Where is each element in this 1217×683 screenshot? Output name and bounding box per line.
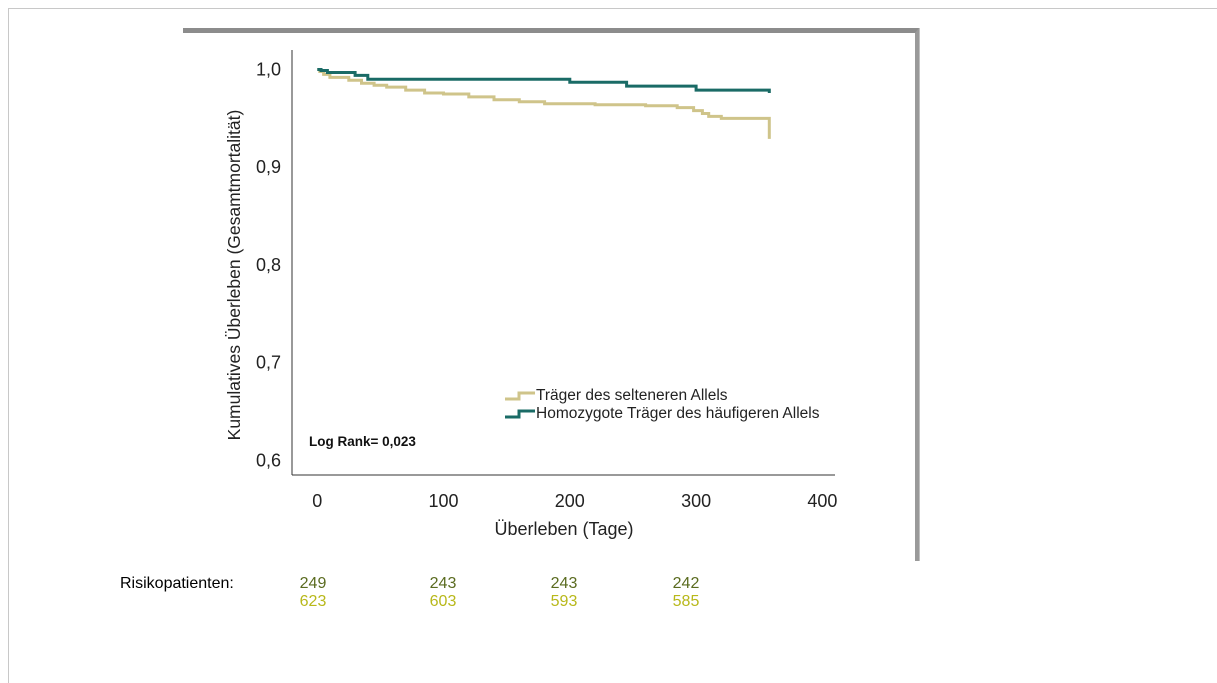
x-tick-label: 100 (429, 491, 459, 511)
y-tick-label: 0,9 (256, 157, 281, 177)
survival-chart: 0 100 200 300 400 0,6 0,7 0,8 0,9 1,0 Träger des … (224, 50, 837, 539)
y-tick-label: 1,0 (256, 60, 281, 80)
y-axis-label: Kumulatives Überleben (Gesamtmortalität) (224, 110, 244, 441)
series-rare-allele-line (317, 68, 771, 139)
y-tick-label: 0,7 (256, 353, 281, 373)
legend-swatch (505, 409, 535, 419)
page-frame (8, 8, 1217, 683)
risk-patients-label: Risikopatienten: (120, 575, 234, 592)
legend-swatch (505, 391, 535, 401)
risk-count-rare: 603 (429, 593, 457, 610)
risk-count-rare: 585 (672, 593, 700, 610)
x-tick-label: 0 (312, 491, 322, 511)
legend-label: Träger des selteneren Allels (536, 387, 728, 404)
chart-panel: 0 100 200 300 400 0,6 0,7 0,8 0,9 1,0 Träger des … (183, 28, 919, 561)
x-axis-label: Überleben (Tage) (494, 519, 633, 539)
legend-label: Homozygote Träger des häufigeren Allels (536, 405, 820, 422)
risk-count-homozygous: 243 (429, 575, 457, 592)
x-tick-label: 300 (681, 491, 711, 511)
risk-count-homozygous: 242 (672, 575, 700, 592)
y-tick-label: 0,8 (256, 255, 281, 275)
risk-count-homozygous: 243 (550, 575, 578, 592)
series-homozygous-line (317, 68, 771, 93)
risk-count-homozygous: 249 (299, 575, 327, 592)
y-tick-label: 0,6 (256, 450, 281, 470)
risk-count-rare: 593 (550, 593, 578, 610)
x-tick-label: 400 (807, 491, 837, 511)
risk-count-rare: 623 (299, 593, 327, 610)
x-tick-label: 200 (555, 491, 585, 511)
log-rank-annotation: Log Rank= 0,023 (309, 434, 416, 449)
